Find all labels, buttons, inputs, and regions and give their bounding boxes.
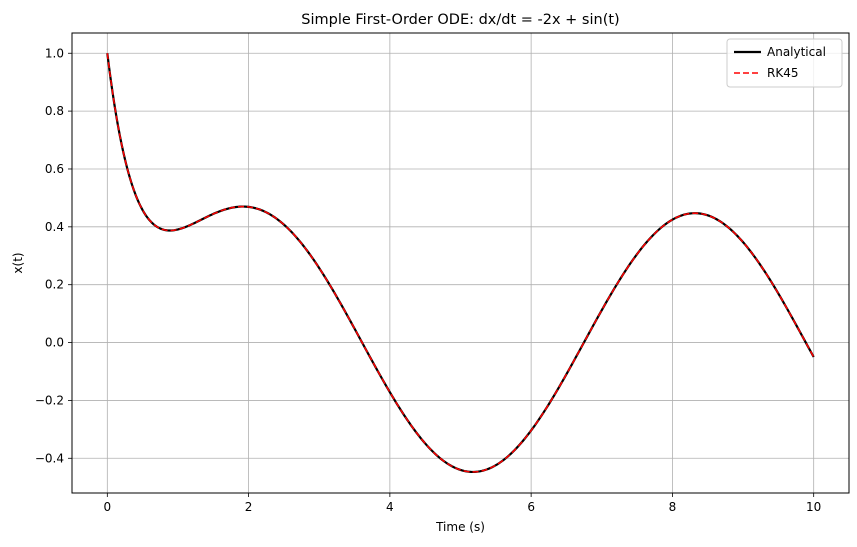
legend: Analytical RK45	[726, 38, 843, 88]
y-tick-label: −0.2	[35, 393, 64, 407]
series-group	[106, 53, 815, 474]
y-tick-label: 0.6	[45, 162, 64, 176]
y-tick-label: 0.2	[45, 278, 64, 292]
x-tick-label: 10	[806, 500, 821, 514]
x-tick-label: 4	[386, 500, 394, 514]
ticks: 0 2 4 6 8 10 −0.4 −0.2 0.0 0.2 0.4 0.6 0.8 1.0	[35, 46, 821, 514]
grid	[72, 33, 849, 493]
plot-area-frame	[71, 32, 850, 494]
y-tick-label: 0.4	[45, 220, 64, 234]
y-tick-label: 1.0	[45, 46, 64, 60]
legend-label: Analytical	[767, 45, 826, 59]
x-tick-label: 8	[669, 500, 677, 514]
x-tick-label: 6	[527, 500, 535, 514]
x-tick-label: 0	[103, 500, 111, 514]
legend-label: RK45	[767, 66, 798, 80]
series-line-rk45	[106, 53, 815, 473]
y-tick-label: −0.4	[35, 451, 64, 465]
x-axis-label: Time (s)	[435, 520, 485, 534]
y-tick-label: 0.0	[45, 336, 64, 350]
x-tick-label: 2	[245, 500, 253, 514]
y-tick-label: 0.8	[45, 104, 64, 118]
chart-title: Simple First-Order ODE: dx/dt = -2x + si…	[301, 12, 619, 28]
y-axis-label: x(t)	[11, 252, 25, 273]
